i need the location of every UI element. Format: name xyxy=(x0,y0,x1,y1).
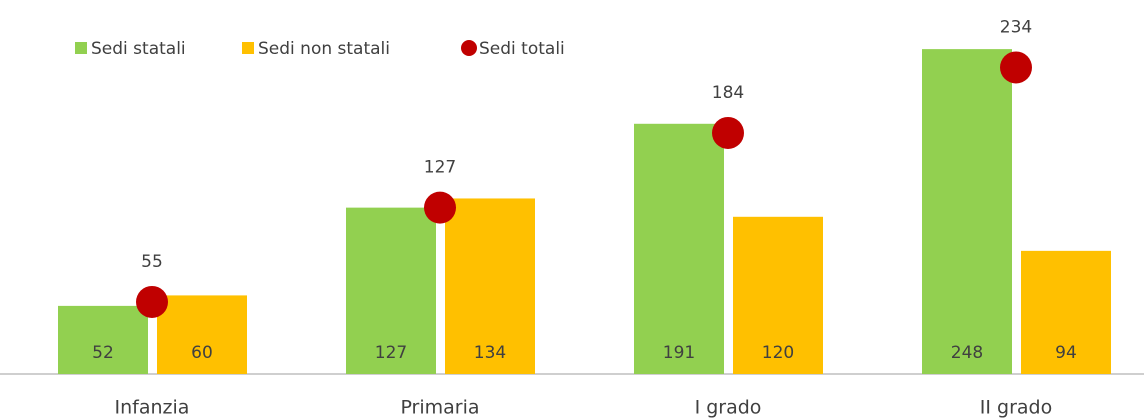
x-tick-label: Primaria xyxy=(400,397,479,419)
data-label: 184 xyxy=(712,83,744,103)
legend-label: Sedi non statali xyxy=(258,39,390,59)
dot xyxy=(424,191,456,224)
data-label: 120 xyxy=(762,343,794,363)
bar xyxy=(58,305,148,374)
dot xyxy=(1000,51,1032,84)
legend-label: Sedi statali xyxy=(91,39,186,59)
data-label: 127 xyxy=(424,158,456,178)
bar xyxy=(922,49,1012,375)
legend-label: Sedi totali xyxy=(479,39,565,59)
x-tick-label: I grado xyxy=(695,397,762,419)
data-label: 191 xyxy=(663,343,695,363)
dot xyxy=(712,116,744,149)
dot xyxy=(136,285,168,318)
bar xyxy=(157,295,247,374)
data-label: 60 xyxy=(191,343,213,363)
legend-marker xyxy=(461,40,477,56)
data-label: 248 xyxy=(951,343,983,363)
data-label: 94 xyxy=(1055,343,1077,363)
x-tick-label: Infanzia xyxy=(115,397,190,419)
bar xyxy=(346,207,436,374)
legend-marker xyxy=(75,42,87,54)
data-label: 55 xyxy=(141,252,163,272)
data-label: 134 xyxy=(474,343,506,363)
data-label: 234 xyxy=(1000,17,1032,37)
bar xyxy=(733,216,823,374)
x-tick-label: II grado xyxy=(980,397,1052,419)
legend-marker xyxy=(242,42,254,54)
bar xyxy=(634,123,724,374)
bar xyxy=(1021,250,1111,374)
data-label: 127 xyxy=(375,343,407,363)
data-label: 52 xyxy=(92,343,114,363)
bar xyxy=(445,198,535,374)
